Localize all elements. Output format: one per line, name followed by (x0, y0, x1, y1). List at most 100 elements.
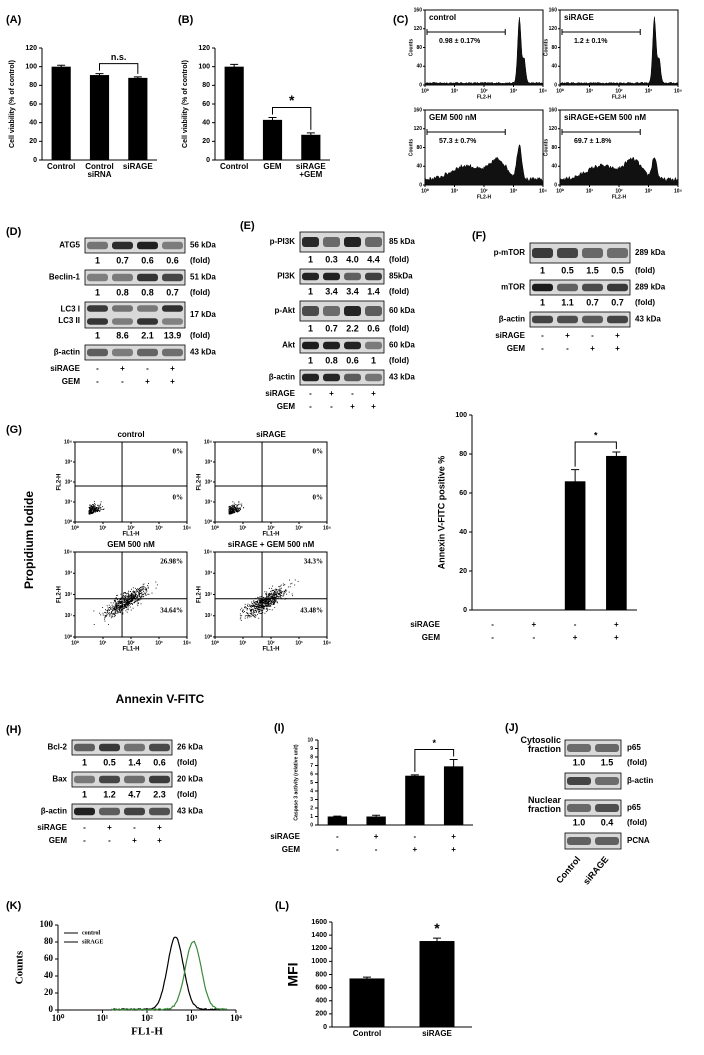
event-dot (127, 604, 129, 606)
blot-band (149, 807, 170, 816)
treatment-sign: + (107, 823, 112, 832)
event-dot (275, 594, 277, 596)
event-dot (89, 510, 91, 512)
event-dot (271, 597, 273, 599)
event-dot (97, 508, 99, 510)
event-dot (118, 611, 120, 613)
blot-band (595, 837, 619, 845)
fold-value: 1 (95, 255, 100, 265)
event-dot (114, 615, 116, 617)
blot-band (582, 283, 603, 292)
blot-band (149, 775, 170, 784)
y-tick-label: 0 (323, 1024, 327, 1031)
event-dot (104, 611, 106, 613)
event-dot (106, 605, 108, 607)
event-dot (89, 512, 91, 513)
event-dot (259, 601, 261, 603)
molecular-weight: 17 kDa (190, 310, 216, 319)
panel-label: (D) (6, 226, 22, 238)
event-dot (273, 591, 275, 593)
event-dot (123, 592, 125, 594)
event-dot (96, 509, 98, 511)
panel-label: (I) (274, 722, 285, 734)
x-tick-label-box: Control (220, 163, 248, 171)
event-dot (132, 597, 134, 599)
event-dot (147, 585, 149, 586)
event-dot (257, 606, 259, 608)
fold-value: 1 (308, 286, 313, 296)
event-dot (233, 505, 234, 507)
event-dot (267, 605, 269, 607)
x-tick-label: 10³ (645, 88, 653, 94)
event-dot (253, 604, 255, 606)
event-dot (281, 593, 283, 594)
blot-band (557, 283, 578, 292)
event-dot (279, 585, 281, 587)
bar (349, 978, 385, 1027)
event-dot (249, 612, 251, 614)
fold-value: 1 (95, 287, 100, 297)
treatment-sign: + (615, 344, 620, 353)
event-dot (269, 605, 271, 606)
y-tick-label: 0 (463, 607, 467, 614)
event-dot (236, 511, 238, 513)
event-dot (96, 508, 98, 510)
molecular-weight: 43 kDa (389, 373, 415, 382)
event-dot (235, 503, 237, 505)
event-dot (96, 509, 98, 511)
event-dot (132, 603, 133, 605)
event-dot (88, 512, 90, 514)
event-dot (252, 615, 254, 617)
event-dot (90, 505, 92, 506)
event-dot (250, 605, 252, 607)
event-dot (268, 598, 270, 600)
event-dot (133, 591, 135, 593)
event-dot (122, 612, 124, 614)
fold-label: (fold) (190, 331, 210, 340)
event-dot (256, 604, 258, 606)
event-dot (121, 607, 123, 609)
x-tick-label: siRAGE (422, 1030, 452, 1038)
blot-band (112, 305, 133, 312)
gate-marker (561, 129, 641, 135)
event-dot (280, 590, 282, 592)
event-dot (104, 617, 106, 619)
event-dot (91, 509, 93, 511)
event-dot (124, 598, 126, 600)
blot-membrane (71, 739, 173, 756)
event-dot (105, 611, 107, 613)
fold-value: 0.8 (141, 287, 154, 297)
event-dot (269, 604, 271, 606)
event-dot (114, 616, 116, 618)
event-dot (273, 602, 275, 603)
event-dot (266, 603, 268, 604)
event-dot (262, 598, 264, 600)
plot-title: siRAGE (564, 13, 594, 22)
event-dot (131, 596, 133, 598)
event-dot (140, 598, 141, 600)
event-dot (118, 600, 120, 602)
event-dot (134, 597, 135, 599)
event-dot (235, 510, 237, 512)
event-dot (114, 608, 115, 610)
event-dot (228, 506, 230, 507)
y-tick-label: 0 (310, 822, 313, 828)
treatment-sign: - (146, 364, 149, 373)
event-dot (128, 599, 130, 601)
event-dot (119, 607, 121, 609)
event-dot (101, 509, 103, 510)
event-dot (257, 609, 259, 611)
event-dot (253, 606, 255, 608)
event-dot (258, 604, 260, 606)
event-dot (266, 597, 268, 599)
event-dot (275, 600, 277, 602)
blot-band (607, 315, 628, 324)
event-dot (134, 596, 136, 597)
treatment-sign: + (413, 845, 418, 854)
event-dot (123, 602, 125, 604)
event-dot (93, 508, 95, 510)
fold-label: (fold) (389, 287, 409, 296)
event-dot (132, 596, 134, 598)
event-dot (263, 601, 265, 603)
event-dot (269, 595, 270, 597)
